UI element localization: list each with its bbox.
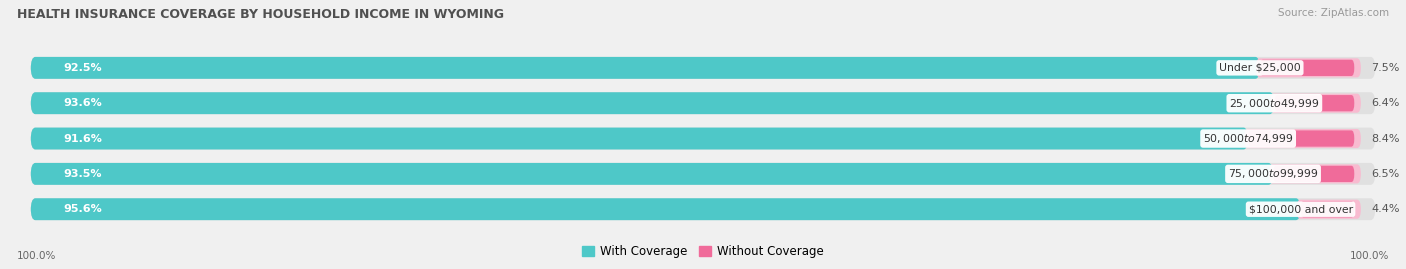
- FancyBboxPatch shape: [31, 92, 1274, 114]
- FancyBboxPatch shape: [1260, 60, 1354, 76]
- FancyBboxPatch shape: [31, 128, 1249, 150]
- FancyBboxPatch shape: [1256, 58, 1361, 77]
- FancyBboxPatch shape: [31, 92, 1375, 114]
- Text: 100.0%: 100.0%: [1350, 251, 1389, 261]
- Text: 91.6%: 91.6%: [63, 133, 103, 144]
- Text: $50,000 to $74,999: $50,000 to $74,999: [1204, 132, 1294, 145]
- Text: Source: ZipAtlas.com: Source: ZipAtlas.com: [1278, 8, 1389, 18]
- Text: $75,000 to $99,999: $75,000 to $99,999: [1227, 167, 1319, 180]
- FancyBboxPatch shape: [31, 128, 1375, 150]
- Text: 95.6%: 95.6%: [63, 204, 103, 214]
- FancyBboxPatch shape: [1249, 130, 1354, 147]
- Text: 4.4%: 4.4%: [1371, 204, 1400, 214]
- FancyBboxPatch shape: [31, 57, 1375, 79]
- Text: 7.5%: 7.5%: [1371, 63, 1400, 73]
- FancyBboxPatch shape: [1296, 200, 1361, 219]
- Text: $25,000 to $49,999: $25,000 to $49,999: [1229, 97, 1319, 110]
- Text: 93.5%: 93.5%: [63, 169, 103, 179]
- FancyBboxPatch shape: [31, 163, 1375, 185]
- FancyBboxPatch shape: [1244, 129, 1361, 148]
- FancyBboxPatch shape: [31, 198, 1301, 220]
- FancyBboxPatch shape: [1272, 166, 1354, 182]
- FancyBboxPatch shape: [1270, 164, 1361, 183]
- FancyBboxPatch shape: [31, 163, 1272, 185]
- FancyBboxPatch shape: [31, 198, 1375, 220]
- FancyBboxPatch shape: [1274, 95, 1354, 111]
- Text: 8.4%: 8.4%: [1371, 133, 1400, 144]
- Text: 93.6%: 93.6%: [63, 98, 103, 108]
- Text: Under $25,000: Under $25,000: [1219, 63, 1301, 73]
- FancyBboxPatch shape: [1301, 201, 1354, 217]
- Legend: With Coverage, Without Coverage: With Coverage, Without Coverage: [578, 240, 828, 262]
- Text: 6.4%: 6.4%: [1371, 98, 1400, 108]
- FancyBboxPatch shape: [31, 57, 1260, 79]
- Text: HEALTH INSURANCE COVERAGE BY HOUSEHOLD INCOME IN WYOMING: HEALTH INSURANCE COVERAGE BY HOUSEHOLD I…: [17, 8, 503, 21]
- Text: 92.5%: 92.5%: [63, 63, 103, 73]
- FancyBboxPatch shape: [1271, 94, 1361, 113]
- Text: $100,000 and over: $100,000 and over: [1249, 204, 1353, 214]
- Text: 100.0%: 100.0%: [17, 251, 56, 261]
- Text: 6.5%: 6.5%: [1371, 169, 1399, 179]
